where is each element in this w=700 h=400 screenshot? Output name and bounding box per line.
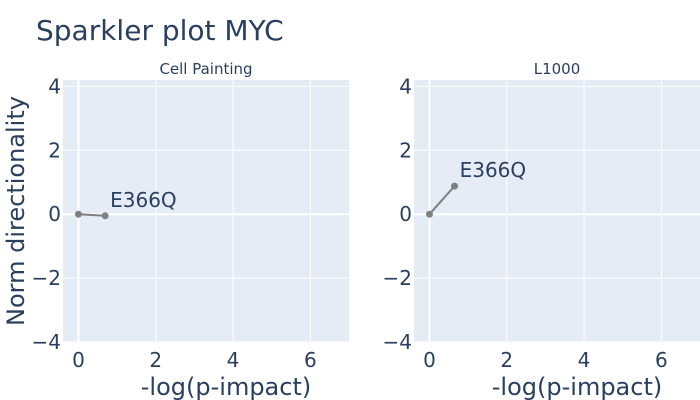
data-point — [426, 211, 433, 218]
y-tick-label: −4 — [32, 330, 61, 354]
data-point — [451, 183, 458, 190]
y-tick-label: −4 — [383, 330, 412, 354]
y-tick-label: 2 — [399, 138, 412, 162]
panel-title: Cell Painting — [159, 60, 252, 78]
panel-title: L1000 — [534, 60, 581, 78]
data-point — [75, 211, 82, 218]
point-annotation: E366Q — [110, 188, 177, 212]
x-tick-label: 2 — [500, 348, 513, 372]
x-tick-label: 2 — [149, 348, 162, 372]
y-tick-label: −2 — [383, 266, 412, 290]
y-tick-label: 4 — [399, 74, 412, 98]
y-tick-label: 4 — [48, 74, 61, 98]
data-point — [102, 212, 109, 219]
y-axis-label: Norm directionality — [2, 96, 30, 326]
x-axis-label: -log(p-impact) — [141, 373, 311, 400]
figure-title: Sparkler plot MYC — [36, 14, 284, 47]
x-axis-label: -log(p-impact) — [492, 373, 662, 400]
x-tick-label: 4 — [227, 348, 240, 372]
x-tick-label: 0 — [423, 348, 436, 372]
x-tick-label: 6 — [304, 348, 317, 372]
y-tick-label: 2 — [48, 138, 61, 162]
plot-area — [63, 80, 349, 342]
x-tick-label: 0 — [72, 348, 85, 372]
x-tick-label: 4 — [578, 348, 591, 372]
plot-area — [414, 80, 700, 342]
x-tick-label: 6 — [655, 348, 668, 372]
point-annotation: E366Q — [460, 158, 527, 182]
y-tick-label: −2 — [32, 266, 61, 290]
y-tick-label: 0 — [399, 202, 412, 226]
y-tick-label: 0 — [48, 202, 61, 226]
